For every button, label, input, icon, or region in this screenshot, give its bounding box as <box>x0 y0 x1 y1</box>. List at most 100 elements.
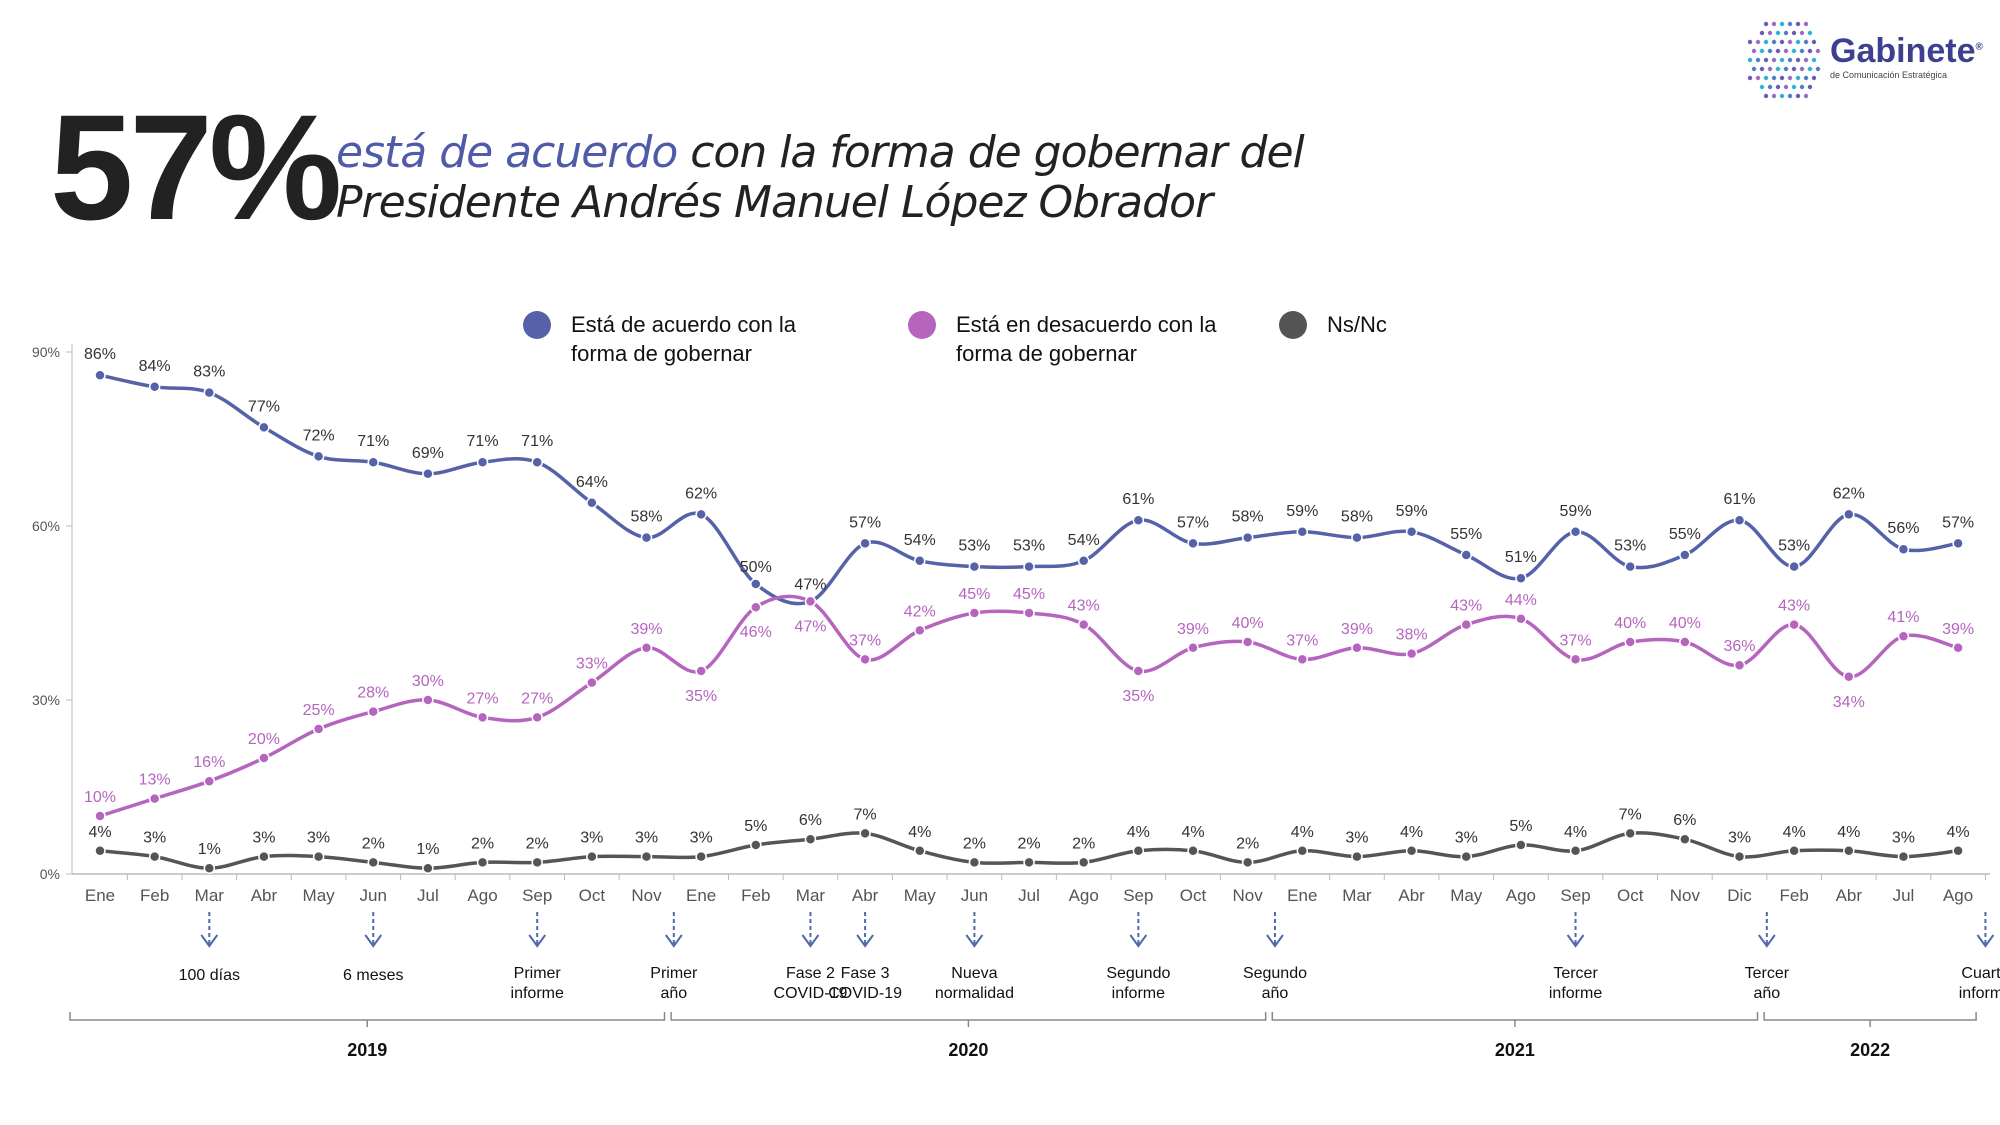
legend-label: forma de gobernar <box>956 341 1137 366</box>
data-label-nsnc: 2% <box>1017 835 1040 852</box>
data-label-nsnc: 3% <box>252 830 275 847</box>
data-label-agree: 53% <box>1013 538 1045 555</box>
logo-dot <box>1755 39 1761 45</box>
event-marker: 100 días <box>179 912 240 984</box>
logo-dot <box>1807 48 1813 54</box>
data-point-nsnc <box>531 856 543 869</box>
event-arrow-head-icon <box>965 934 984 948</box>
legend-marker <box>908 311 936 339</box>
data-label-disagree: 28% <box>357 685 389 702</box>
data-label-disagree: 38% <box>1396 627 1428 644</box>
data-label-agree: 53% <box>1614 538 1646 555</box>
logo-dot <box>1763 75 1769 81</box>
data-point-disagree <box>695 665 707 677</box>
event-arrow-head-icon <box>801 934 820 948</box>
legend-label: Ns/Nc <box>1327 312 1387 337</box>
data-point-nsnc <box>1624 827 1636 840</box>
data-point-nsnc <box>1296 845 1309 857</box>
event-marker: Segundo informe <box>1106 912 1170 1002</box>
event-label: Fase 3 <box>841 965 890 982</box>
logo-dot <box>1799 48 1805 54</box>
gabinete-logo: Gabinete® de Comunicación Estratégica <box>1738 14 2000 110</box>
legend-marker <box>523 311 551 339</box>
x-tick-label: Abr <box>852 886 879 905</box>
data-label-agree: 71% <box>467 433 499 450</box>
event-label: Segundo <box>1243 965 1307 982</box>
x-tick-label: Oct <box>1180 886 1207 905</box>
data-label-disagree: 35% <box>685 688 717 705</box>
data-label-disagree: 13% <box>139 772 171 789</box>
x-tick-label: Jul <box>417 886 439 905</box>
data-point-agree <box>1077 555 1090 567</box>
logo-dot <box>1763 21 1769 27</box>
data-point-disagree <box>1187 642 1199 654</box>
data-point-disagree <box>148 792 161 805</box>
legend-label: Está de acuerdo con la <box>571 312 797 337</box>
legend-marker <box>1279 311 1307 339</box>
x-tick-label: Ene <box>1287 886 1317 905</box>
data-label-nsnc: 4% <box>1837 824 1860 841</box>
year-bracket: 2022 <box>1763 1012 1977 1060</box>
data-label-disagree: 25% <box>303 702 335 719</box>
data-label-nsnc: 4% <box>1400 824 1423 841</box>
data-label-agree: 59% <box>1396 503 1428 520</box>
event-arrow-head-icon <box>1758 934 1776 948</box>
data-point-disagree <box>531 711 543 724</box>
logo-dot <box>1779 57 1785 63</box>
event-arrow-head-icon <box>1566 934 1585 948</box>
x-tick-label: Mar <box>195 886 225 905</box>
data-label-agree: 47% <box>794 576 826 593</box>
data-label-disagree: 41% <box>1887 609 1919 626</box>
data-point-agree <box>1843 508 1855 521</box>
logo-dot <box>1815 66 1821 72</box>
data-point-agree <box>1624 560 1636 573</box>
data-label-nsnc: 2% <box>471 835 494 852</box>
data-point-disagree <box>1296 653 1309 666</box>
chart-axes: 0% 30% 60% 90% Ene Feb Mar Abr May Jun Jul Ago Sep Oc… <box>32 344 1990 905</box>
data-point-agree <box>1132 514 1145 526</box>
data-label-disagree: 10% <box>84 789 116 806</box>
data-label-disagree: 40% <box>1614 615 1646 632</box>
data-point-disagree <box>1405 647 1418 660</box>
data-point-nsnc <box>1077 856 1090 869</box>
event-label: informe <box>1112 985 1165 1002</box>
year-label: 2022 <box>1850 1040 1890 1060</box>
logo-dot <box>1815 48 1821 54</box>
logo-dot <box>1807 30 1813 36</box>
data-point-nsnc <box>1569 845 1582 857</box>
logo-dot <box>1771 57 1777 63</box>
logo-dot <box>1775 84 1781 90</box>
data-label-nsnc: 4% <box>908 824 931 841</box>
data-label-disagree: 36% <box>1723 638 1755 655</box>
data-point-disagree <box>1733 659 1746 671</box>
data-point-agree <box>203 386 216 399</box>
data-point-agree <box>1952 537 1964 550</box>
data-label-agree: 61% <box>1723 491 1755 508</box>
logo-dot <box>1787 21 1793 27</box>
data-point-nsnc <box>148 850 161 863</box>
data-label-disagree: 39% <box>630 621 662 638</box>
data-point-agree <box>586 497 598 509</box>
logo-dot <box>1799 66 1805 72</box>
data-point-agree <box>94 369 106 381</box>
legend-label: forma de gobernar <box>571 341 752 366</box>
data-label-agree: 56% <box>1887 520 1919 537</box>
data-label-nsnc: 5% <box>1509 818 1532 835</box>
data-point-disagree <box>1788 618 1800 631</box>
data-point-agree <box>1023 560 1035 573</box>
data-label-disagree: 39% <box>1942 621 1974 638</box>
logo-dot <box>1787 39 1793 45</box>
year-label: 2020 <box>948 1040 988 1060</box>
event-label: normalidad <box>935 985 1014 1002</box>
data-label-nsnc: 6% <box>799 812 822 829</box>
data-point-nsnc <box>1132 845 1145 857</box>
data-point-agree <box>750 578 762 590</box>
event-marker: Primer año <box>650 912 698 1002</box>
data-label-disagree: 37% <box>1286 632 1318 649</box>
x-tick-label: Ago <box>1943 886 1973 905</box>
data-point-agree <box>859 537 871 550</box>
logo-dot <box>1767 48 1773 54</box>
data-point-disagree <box>1351 642 1363 654</box>
data-label-disagree: 46% <box>740 624 772 641</box>
x-tick-label: Nov <box>1233 886 1264 905</box>
